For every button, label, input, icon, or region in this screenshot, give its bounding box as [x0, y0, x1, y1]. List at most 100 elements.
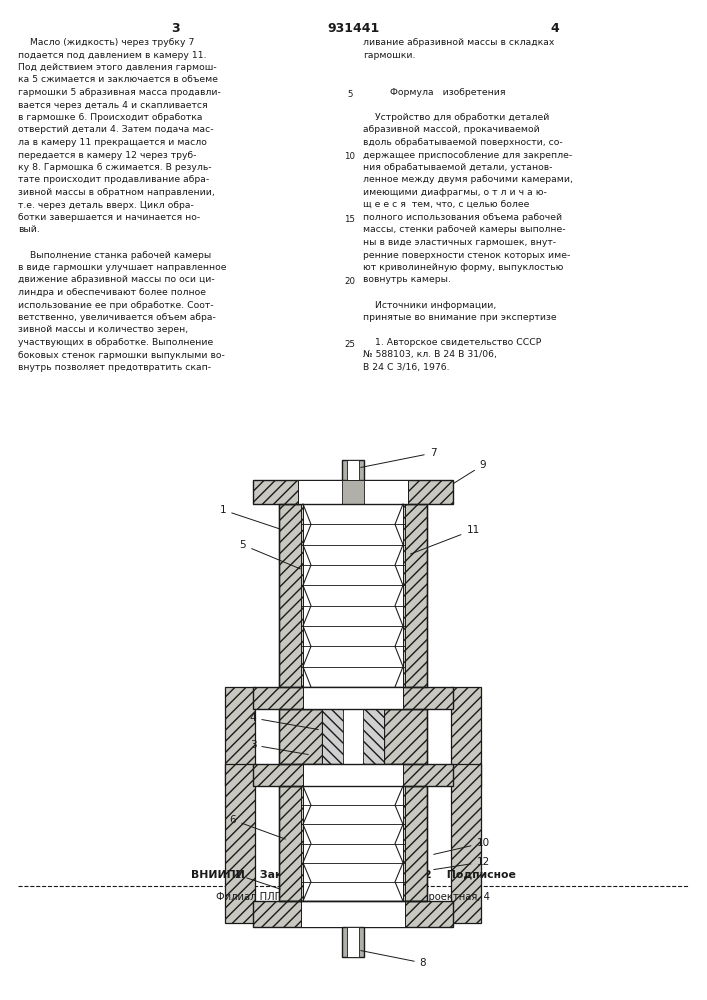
Text: внутрь позволяет предотвратить скап-: внутрь позволяет предотвратить скап-: [18, 363, 211, 372]
Text: Формула   изобретения: Формула изобретения: [363, 88, 506, 97]
Bar: [303, 786, 403, 901]
Text: щ е е с я  тем, что, с целью более: щ е е с я тем, что, с целью более: [363, 200, 530, 210]
Bar: [451, 764, 481, 923]
Text: абразивной массой, прокачиваемой: абразивной массой, прокачиваемой: [363, 125, 539, 134]
Text: 4: 4: [250, 713, 318, 730]
Text: ренние поверхности стенок которых име-: ренние поверхности стенок которых име-: [363, 250, 571, 259]
Bar: [301, 504, 303, 687]
Text: гармошки.: гармошки.: [363, 50, 416, 60]
Text: 7: 7: [361, 448, 436, 467]
Text: 931441: 931441: [327, 22, 379, 35]
Text: ла в камеру 11 прекращается и масло: ла в камеру 11 прекращается и масло: [18, 138, 207, 147]
Text: ны в виде эластичных гармошек, внут-: ны в виде эластичных гармошек, внут-: [363, 238, 556, 247]
Bar: [253, 901, 453, 927]
Text: принятые во внимание при экспертизе: принятые во внимание при экспертизе: [363, 313, 556, 322]
Bar: [225, 764, 255, 923]
Text: вовнутрь камеры.: вовнутрь камеры.: [363, 275, 451, 284]
Text: боковых стенок гармошки выпуклыми во-: боковых стенок гармошки выпуклыми во-: [18, 351, 225, 360]
Text: ку 8. Гармошка 6 сжимается. В резуль-: ку 8. Гармошка 6 сжимается. В резуль-: [18, 163, 211, 172]
Text: 10: 10: [433, 838, 489, 854]
Text: 5: 5: [347, 90, 353, 99]
Text: подается под давлением в камеру 11.: подается под давлением в камеру 11.: [18, 50, 206, 60]
Bar: [342, 927, 364, 957]
Text: полного использования объема рабочей: полного использования объема рабочей: [363, 213, 562, 222]
Text: ка 5 сжимается и заключается в объеме: ка 5 сжимается и заключается в объеме: [18, 76, 218, 85]
Text: движение абразивной массы по оси ци-: движение абразивной массы по оси ци-: [18, 275, 215, 284]
Text: Масло (жидкость) через трубку 7: Масло (жидкость) через трубку 7: [18, 38, 194, 47]
Bar: [225, 687, 255, 786]
Bar: [347, 927, 359, 957]
Text: № 588103, кл. В 24 В 31/06,: № 588103, кл. В 24 В 31/06,: [363, 351, 497, 360]
Text: Под действием этого давления гармош-: Под действием этого давления гармош-: [18, 63, 217, 72]
Text: т.е. через деталь вверх. Цикл обра-: т.е. через деталь вверх. Цикл обра-: [18, 200, 194, 210]
Text: использование ее при обработке. Соот-: использование ее при обработке. Соот-: [18, 300, 214, 310]
Bar: [342, 480, 364, 504]
Text: Источники информации,: Источники информации,: [363, 300, 496, 310]
Text: вается через деталь 4 и скапливается: вается через деталь 4 и скапливается: [18, 101, 208, 109]
Bar: [403, 786, 427, 901]
Text: 25: 25: [344, 340, 356, 349]
Text: передается в камеру 12 через труб-: передается в камеру 12 через труб-: [18, 150, 197, 159]
Text: 11: 11: [411, 525, 479, 554]
Text: Филиал ПЛП "Патент", г. Ужгород, ул. Проектная, 4: Филиал ПЛП "Патент", г. Ужгород, ул. Про…: [216, 892, 490, 902]
Text: В 24 С 3/16, 1976.: В 24 С 3/16, 1976.: [363, 363, 450, 372]
Bar: [451, 687, 481, 786]
Bar: [301, 901, 405, 927]
Text: участвующих в обработке. Выполнение: участвующих в обработке. Выполнение: [18, 338, 214, 347]
Bar: [279, 786, 303, 901]
Text: линдра и обеспечивают более полное: линдра и обеспечивают более полное: [18, 288, 206, 297]
Bar: [253, 687, 453, 709]
Text: 12: 12: [434, 857, 490, 870]
Bar: [347, 460, 359, 480]
Bar: [384, 709, 427, 764]
Text: имеющими диафрагмы, о т л и ч а ю-: имеющими диафрагмы, о т л и ч а ю-: [363, 188, 547, 197]
Bar: [303, 764, 403, 786]
Text: 1. Авторское свидетельство СССР: 1. Авторское свидетельство СССР: [363, 338, 542, 347]
Bar: [343, 709, 363, 764]
Text: 3: 3: [170, 22, 180, 35]
Bar: [279, 504, 303, 687]
Text: 3: 3: [250, 740, 308, 755]
Text: 10: 10: [344, 152, 356, 161]
Text: 4: 4: [551, 22, 559, 35]
Bar: [279, 709, 322, 764]
Text: 1: 1: [220, 505, 281, 529]
Text: 9: 9: [453, 460, 486, 484]
Text: вый.: вый.: [18, 226, 40, 234]
Text: Устройство для обработки деталей: Устройство для обработки деталей: [363, 113, 549, 122]
Text: зивной массы и количество зерен,: зивной массы и количество зерен,: [18, 326, 188, 334]
Text: ливание абразивной массы в складках: ливание абразивной массы в складках: [363, 38, 554, 47]
Text: зивной массы в обратном направлении,: зивной массы в обратном направлении,: [18, 188, 215, 197]
Text: ют криволинейную форму, выпуклостью: ют криволинейную форму, выпуклостью: [363, 263, 563, 272]
Bar: [403, 786, 405, 901]
Bar: [279, 786, 427, 901]
Text: ния обрабатываемой детали, установ-: ния обрабатываемой детали, установ-: [363, 163, 552, 172]
Bar: [253, 764, 453, 786]
Bar: [279, 504, 427, 687]
Text: вдоль обрабатываемой поверхности, со-: вдоль обрабатываемой поверхности, со-: [363, 138, 563, 147]
Text: ленное между двумя рабочими камерами,: ленное между двумя рабочими камерами,: [363, 176, 573, 184]
Text: 2: 2: [235, 870, 281, 889]
Text: в гармошке 6. Происходит обработка: в гармошке 6. Происходит обработка: [18, 113, 202, 122]
Text: 15: 15: [344, 215, 356, 224]
Text: массы, стенки рабочей камеры выполне-: массы, стенки рабочей камеры выполне-: [363, 226, 566, 234]
Bar: [298, 480, 408, 504]
Bar: [403, 504, 405, 687]
Text: в виде гармошки улучшает направленное: в виде гармошки улучшает направленное: [18, 263, 226, 272]
Text: 8: 8: [361, 951, 426, 968]
Text: ВНИИПИ    Заказ 3613/16    Тираж 882    Подписное: ВНИИПИ Заказ 3613/16 Тираж 882 Подписное: [191, 870, 515, 880]
Text: гармошки 5 абразивная масса продавли-: гармошки 5 абразивная масса продавли-: [18, 88, 221, 97]
Text: 6: 6: [230, 815, 286, 839]
Text: держащее приспособление для закрепле-: держащее приспособление для закрепле-: [363, 150, 572, 159]
Text: Выполнение станка рабочей камеры: Выполнение станка рабочей камеры: [18, 250, 211, 259]
Text: ветственно, увеличивается объем абра-: ветственно, увеличивается объем абра-: [18, 313, 216, 322]
Bar: [403, 504, 427, 687]
Text: ботки завершается и начинается но-: ботки завершается и начинается но-: [18, 213, 200, 222]
Text: тате происходит продавливание абра-: тате происходит продавливание абра-: [18, 176, 209, 184]
Bar: [279, 709, 427, 764]
Bar: [342, 460, 364, 480]
Bar: [322, 709, 384, 764]
Bar: [301, 786, 303, 901]
Bar: [303, 504, 403, 687]
Text: 20: 20: [344, 277, 356, 286]
